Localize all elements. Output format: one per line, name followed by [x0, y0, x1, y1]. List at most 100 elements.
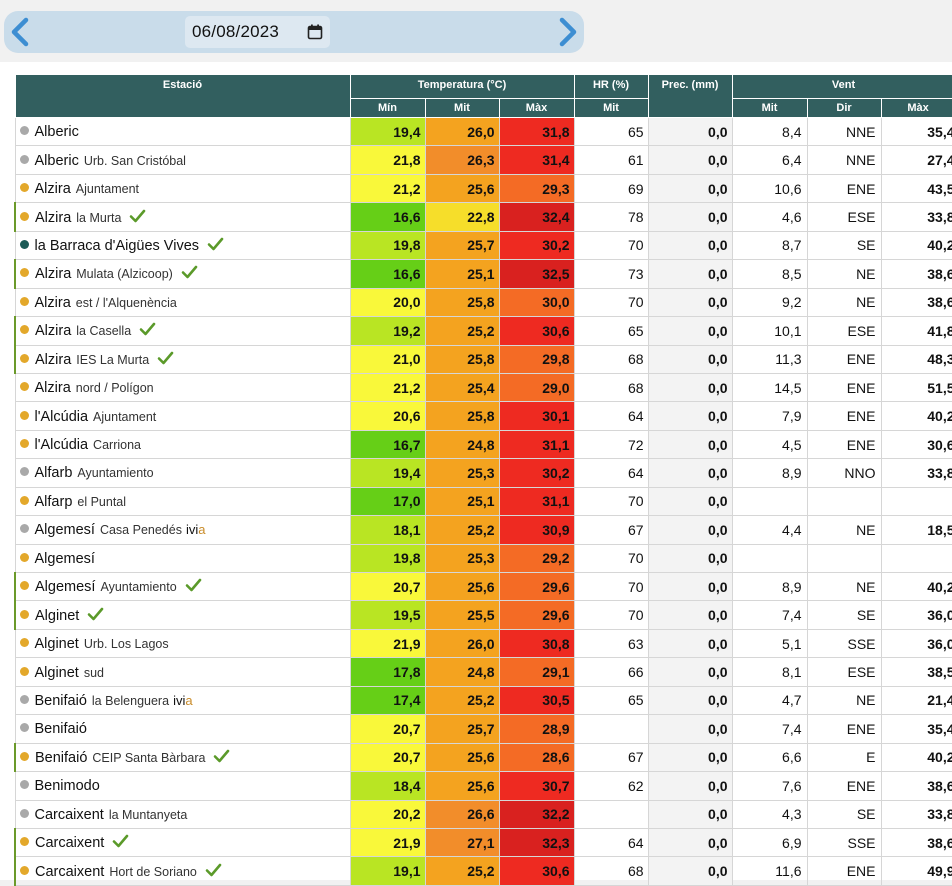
- station-name[interactable]: Alzira: [34, 181, 71, 198]
- table-row[interactable]: Algemesí Ayuntamiento 20,7 25,6 29,6 70 0,0 8,9…: [14, 571, 952, 602]
- table-row[interactable]: la Barraca d'Aigües Vives 19,8 25,7 30,2 70 0…: [14, 230, 952, 261]
- temp-avg-cell: 25,4: [424, 372, 500, 403]
- temp-min-cell: 20,7: [349, 714, 426, 744]
- station-cell[interactable]: Alginet: [14, 600, 351, 630]
- station-cell[interactable]: Carcaixent la Muntanyeta: [14, 799, 351, 829]
- station-name[interactable]: la Barraca d'Aigües Vives: [34, 237, 200, 254]
- station-cell[interactable]: Alberic Urb. San Cristóbal: [14, 145, 351, 175]
- table-row[interactable]: Alberic Urb. San Cristóbal 21,8 26,3 31,4 61 0…: [14, 145, 952, 175]
- station-name[interactable]: l'Alcúdia: [34, 408, 89, 425]
- calendar-icon[interactable]: [307, 24, 323, 40]
- station-cell[interactable]: Alginet Urb. Los Lagos: [14, 628, 351, 659]
- table-row[interactable]: Alberic 19,4 26,0 31,8 65 0,0 8,4 NNE 35,4: [14, 116, 952, 147]
- station-cell[interactable]: Carcaixent: [14, 827, 351, 858]
- table-row[interactable]: Benimodo 18,4 25,6 30,7 62 0,0 7,6 ENE 38,6: [14, 771, 952, 801]
- station-cell[interactable]: Carcaixent Hort de Soriano: [14, 856, 351, 886]
- date-input[interactable]: 06/08/2023: [185, 16, 330, 48]
- table-row[interactable]: Alzira la Casella 19,2 25,2 30,6 65 0,0 10,1 ESE…: [14, 316, 952, 346]
- station-name[interactable]: Benimodo: [34, 778, 100, 795]
- station-name[interactable]: Benifaió: [34, 692, 87, 709]
- header-hr-avg[interactable]: Mit: [573, 98, 649, 118]
- station-cell[interactable]: Alfarb Ayuntamiento: [14, 458, 351, 488]
- station-name[interactable]: Benifaió: [34, 721, 87, 738]
- station-name[interactable]: Algemesí: [35, 579, 96, 596]
- temp-avg-cell: 24,8: [424, 429, 500, 460]
- station-cell[interactable]: Benifaió: [14, 714, 351, 744]
- table-row[interactable]: Alzira nord / Polígon 21,2 25,4 29,0 68 0,0 14,…: [14, 372, 952, 403]
- table-row[interactable]: l'Alcúdia Ajuntament 20,6 25,8 30,1 64 0,0 7,9 E…: [14, 401, 952, 431]
- station-name[interactable]: Carcaixent: [34, 806, 104, 823]
- table-row[interactable]: Alginet Urb. Los Lagos 21,9 26,0 30,8 63 0,0 5,…: [14, 628, 952, 659]
- table-row[interactable]: Alzira est / l'Alquenència 20,0 25,8 30,0 70 0…: [14, 287, 952, 318]
- station-name[interactable]: Algemesí: [34, 550, 95, 567]
- station-name[interactable]: Alzira: [35, 266, 72, 283]
- header-temp-min[interactable]: Mín: [349, 98, 426, 118]
- station-name[interactable]: Carcaixent: [35, 863, 105, 880]
- header-precipitation[interactable]: Prec. (mm): [647, 74, 733, 118]
- header-temp-avg[interactable]: Mit: [424, 98, 500, 118]
- station-cell[interactable]: Alzira nord / Polígon: [14, 372, 351, 403]
- station-cell[interactable]: Alzira Ajuntament: [14, 173, 351, 204]
- station-name[interactable]: Carcaixent: [35, 835, 105, 852]
- table-row[interactable]: Alzira la Murta 16,6 22,8 32,4 78 0,0 4,6 ESE 33,…: [14, 202, 952, 232]
- station-cell[interactable]: Algemesí Casa Penedés ivia: [14, 515, 351, 545]
- station-cell[interactable]: Alzira Mulata (Alzicoop): [14, 259, 351, 289]
- station-cell[interactable]: Alzira la Murta: [14, 202, 351, 232]
- table-row[interactable]: Algemesí Casa Penedés ivia 18,1 25,2 30,9 67 0,…: [14, 515, 952, 545]
- station-name[interactable]: Benifaió: [35, 749, 88, 766]
- station-cell[interactable]: Benimodo: [14, 771, 351, 801]
- station-name[interactable]: Alzira: [35, 323, 72, 340]
- station-status-dot: [20, 609, 29, 619]
- table-row[interactable]: Carcaixent Hort de Soriano 19,1 25,2 30,6 68 0…: [14, 856, 952, 886]
- station-status-dot: [19, 382, 29, 392]
- station-cell[interactable]: Alginet sud: [14, 657, 351, 687]
- table-row[interactable]: Alzira IES La Murta 21,0 25,8 29,8 68 0,0 11,3 E…: [14, 344, 952, 374]
- table-row[interactable]: Alfarb Ayuntamiento 19,4 25,3 30,2 64 0,0 8,9 NN…: [14, 458, 952, 488]
- station-cell[interactable]: Algemesí: [14, 543, 351, 574]
- table-row[interactable]: Benifaió CEIP Santa Bàrbara 20,7 25,6 28,6 67…: [14, 742, 952, 773]
- station-name[interactable]: Alzira: [34, 380, 71, 397]
- station-name[interactable]: Alginet: [35, 607, 80, 624]
- station-name[interactable]: Alfarb: [34, 465, 73, 482]
- station-name[interactable]: Alberic: [34, 152, 79, 169]
- wind-max-cell: 48,3: [880, 344, 952, 374]
- station-name[interactable]: l'Alcúdia: [34, 437, 89, 454]
- station-cell[interactable]: la Barraca d'Aigües Vives: [14, 230, 351, 261]
- station-cell[interactable]: Alzira IES La Murta: [14, 344, 351, 374]
- station-cell[interactable]: Alzira est / l'Alquenència: [14, 287, 351, 318]
- chevron-right-icon[interactable]: [555, 16, 581, 48]
- table-row[interactable]: l'Alcúdia Carriona 16,7 24,8 31,1 72 0,0 4,5 ENE…: [14, 429, 952, 460]
- station-cell[interactable]: Alfarp el Puntal: [14, 486, 351, 517]
- table-row[interactable]: Benifaió la Belenguera ivia 17,4 25,2 30,5 65 0…: [14, 685, 952, 716]
- table-row[interactable]: Benifaió 20,7 25,7 28,9 0,0 7,4 ENE 35,4: [14, 714, 952, 744]
- header-wind-dir[interactable]: Dir: [806, 98, 882, 118]
- station-cell[interactable]: Benifaió CEIP Santa Bàrbara: [14, 742, 351, 773]
- station-cell[interactable]: Alberic: [14, 116, 351, 147]
- table-row[interactable]: Alginet sud 17,8 24,8 29,1 66 0,0 8,1 ESE 38,5: [14, 657, 952, 687]
- station-name[interactable]: Alberic: [34, 124, 79, 141]
- table-row[interactable]: Carcaixent la Muntanyeta 20,2 26,6 32,2 0,0 4,…: [14, 799, 952, 829]
- station-name[interactable]: Algemesí: [34, 522, 95, 539]
- station-cell[interactable]: Benifaió la Belenguera ivia: [14, 685, 351, 716]
- table-row[interactable]: Alzira Mulata (Alzicoop) 16,6 25,1 32,5 73 0,0…: [14, 259, 952, 289]
- header-station[interactable]: Estació: [14, 74, 351, 118]
- header-temp-max[interactable]: Màx: [498, 98, 575, 118]
- station-cell[interactable]: Algemesí Ayuntamiento: [14, 571, 351, 602]
- station-name[interactable]: Alzira: [34, 294, 71, 311]
- table-row[interactable]: Algemesí 19,8 25,3 29,2 70 0,0: [14, 543, 952, 574]
- station-cell[interactable]: Alzira la Casella: [14, 316, 351, 346]
- station-name[interactable]: Alginet: [34, 636, 79, 653]
- table-row[interactable]: Carcaixent 21,9 27,1 32,3 64 0,0 6,9 SSE 38,6: [14, 827, 952, 858]
- table-row[interactable]: Alfarp el Puntal 17,0 25,1 31,1 70 0,0: [14, 486, 952, 517]
- header-wind-max[interactable]: Màx: [880, 98, 952, 118]
- station-name[interactable]: Alzira: [35, 209, 72, 226]
- station-name[interactable]: Alzira: [35, 351, 72, 368]
- table-row[interactable]: Alzira Ajuntament 21,2 25,6 29,3 69 0,0 10,6 ENE…: [14, 173, 952, 204]
- station-name[interactable]: Alginet: [34, 664, 79, 681]
- header-wind-avg[interactable]: Mit: [731, 98, 808, 118]
- table-row[interactable]: Alginet 19,5 25,5 29,6 70 0,0 7,4 SE 36,0: [14, 600, 952, 630]
- station-cell[interactable]: l'Alcúdia Ajuntament: [14, 401, 351, 431]
- station-cell[interactable]: l'Alcúdia Carriona: [14, 429, 351, 460]
- station-name[interactable]: Alfarp: [34, 493, 73, 510]
- chevron-left-icon[interactable]: [7, 16, 33, 48]
